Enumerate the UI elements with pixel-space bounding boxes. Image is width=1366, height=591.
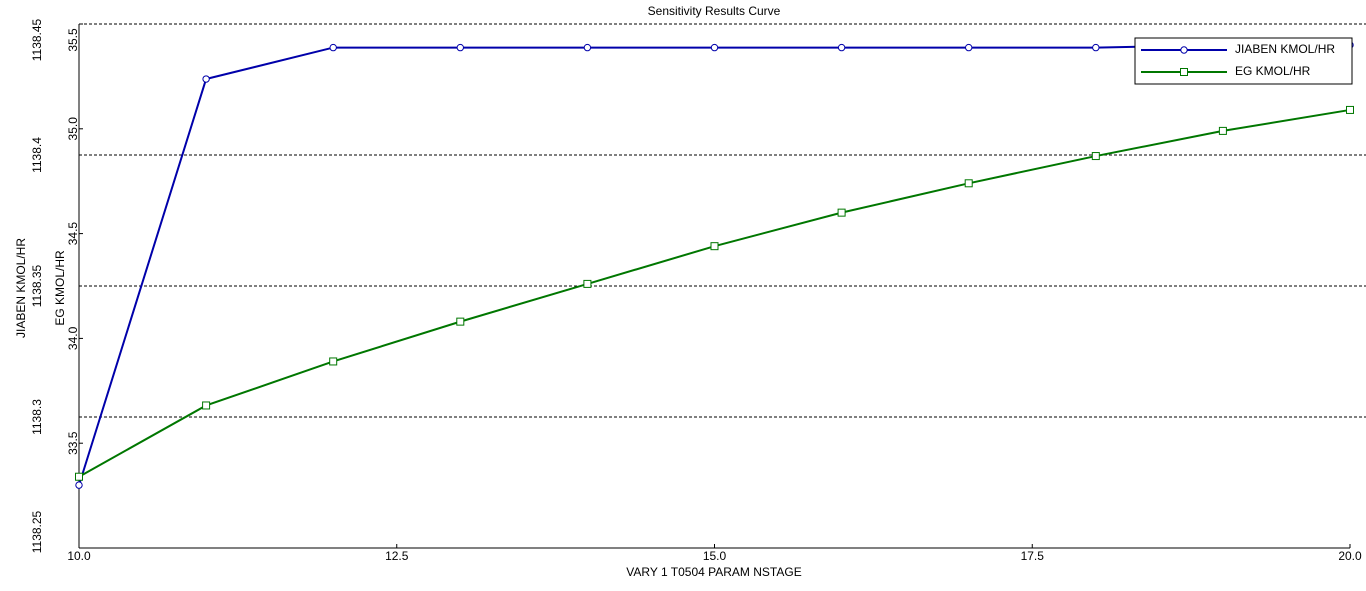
marker — [964, 179, 973, 188]
legend-label: EG KMOL/HR — [1235, 64, 1311, 78]
marker — [710, 242, 719, 251]
x-tick-label: 10.0 — [67, 549, 91, 563]
y2-tick-label: 33.5 — [66, 431, 80, 455]
x-tick-label: 15.0 — [703, 549, 727, 563]
marker — [965, 43, 973, 52]
marker — [837, 208, 846, 217]
y-tick-label: 1138.4 — [30, 137, 44, 173]
x-axis-label: VARY 1 T0504 PARAM NSTAGE — [626, 565, 801, 579]
marker — [1180, 68, 1188, 76]
marker — [1346, 105, 1354, 114]
y2-tick-label: 35.0 — [66, 117, 80, 141]
y2-tick-label: 34.0 — [66, 326, 80, 350]
y-axis-label: JIABEN KMOL/HR — [14, 238, 28, 338]
marker — [75, 481, 83, 489]
y2-axis-label: EG KMOL/HR — [53, 250, 67, 326]
marker — [456, 43, 464, 52]
x-tick-label: 17.5 — [1021, 549, 1045, 563]
y-tick-label: 1138.25 — [30, 510, 44, 553]
y-tick-label: 1138.3 — [30, 399, 44, 435]
marker — [710, 43, 719, 52]
marker — [837, 43, 846, 52]
marker — [583, 43, 592, 52]
marker — [75, 472, 83, 481]
x-tick-label: 20.0 — [1338, 549, 1362, 563]
y-tick-label: 1138.35 — [30, 264, 44, 307]
marker — [1180, 46, 1188, 54]
y2-tick-label: 34.5 — [66, 222, 80, 246]
x-tick-label: 12.5 — [385, 549, 409, 563]
legend-label: JIABEN KMOL/HR — [1235, 42, 1335, 56]
chart-title: Sensitivity Results Curve — [648, 4, 781, 18]
marker — [329, 43, 337, 52]
marker — [1091, 152, 1100, 161]
marker — [1218, 126, 1227, 135]
marker — [456, 317, 465, 326]
marker — [583, 279, 592, 288]
legend-box — [1134, 37, 1353, 85]
marker — [329, 357, 338, 366]
marker — [1092, 43, 1100, 52]
y-tick-label: 1138.45 — [30, 18, 44, 61]
marker — [202, 75, 210, 83]
y2-tick-label: 35.5 — [66, 28, 80, 52]
marker — [202, 401, 211, 410]
